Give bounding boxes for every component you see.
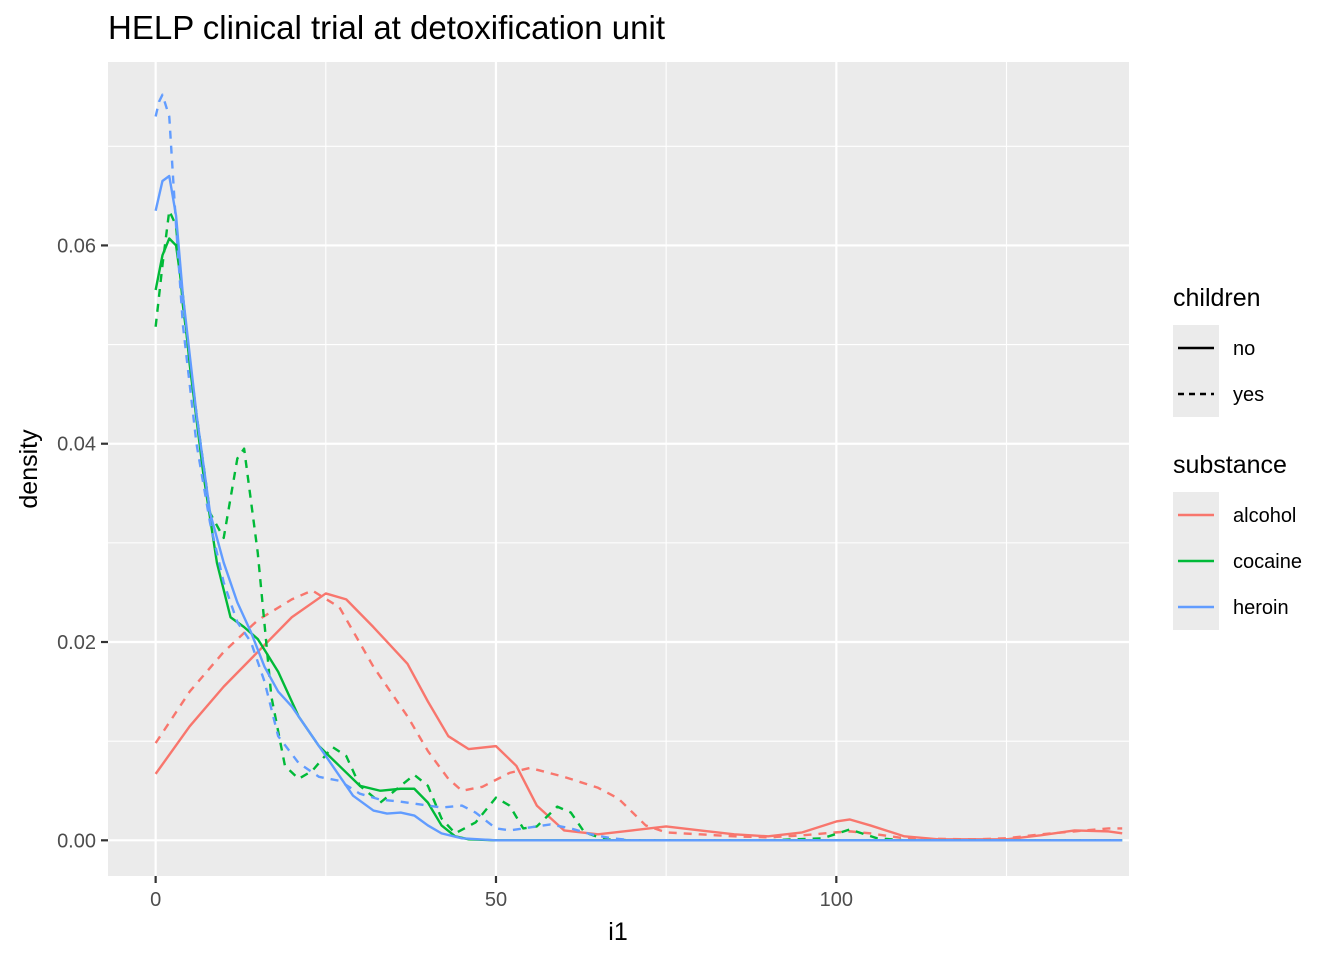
grid-minor: [108, 62, 1129, 876]
x-tick-label: 0: [150, 889, 161, 911]
x-tick-label: 50: [485, 889, 507, 911]
y-axis-label: density: [15, 429, 43, 509]
legend-label-yes: yes: [1233, 384, 1264, 406]
y-tick-label: 0.02: [57, 632, 96, 654]
legend-title-substance: substance: [1173, 451, 1287, 479]
y-tick-label: 0.06: [57, 235, 96, 257]
y-tick-label: 0.04: [57, 434, 96, 456]
plot-panel: [108, 62, 1129, 876]
series-layer: [154, 93, 1123, 842]
density-line-cocaine-children-yes: [154, 209, 1123, 842]
legend: children no yes substance alcohol cocaine hero…: [1173, 284, 1302, 630]
legend-title-children: children: [1173, 284, 1261, 312]
y-tick-label: 0.00: [57, 830, 96, 852]
legend-label-cocaine: cocaine: [1233, 551, 1302, 573]
legend-label-no: no: [1233, 338, 1255, 360]
density-line-heroin-children-no: [154, 174, 1123, 842]
grid-major: [108, 62, 1129, 876]
y-axis: 0.00 0.02 0.04 0.06: [57, 235, 108, 852]
legend-label-heroin: heroin: [1233, 597, 1289, 619]
x-tick-label: 100: [820, 889, 853, 911]
x-axis: 0 50 100: [150, 876, 853, 911]
density-line-alcohol-children-yes: [154, 589, 1123, 841]
chart-title: HELP clinical trial at detoxification un…: [108, 9, 665, 46]
x-axis-label: i1: [608, 918, 627, 946]
legend-label-alcohol: alcohol: [1233, 505, 1296, 527]
